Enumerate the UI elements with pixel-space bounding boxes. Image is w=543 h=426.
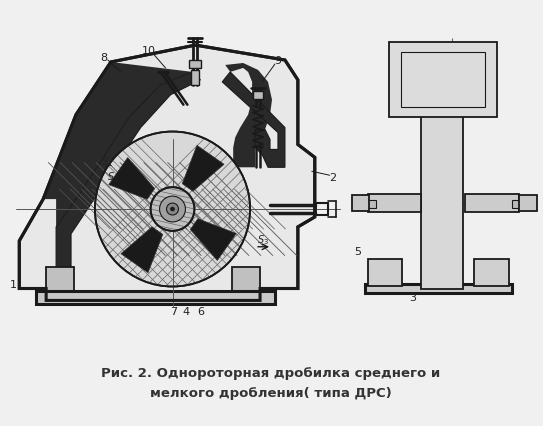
Bar <box>192 71 199 86</box>
Text: 6: 6 <box>197 307 204 317</box>
Bar <box>389 43 497 117</box>
Bar <box>512 201 523 209</box>
Polygon shape <box>43 63 192 227</box>
Bar <box>351 196 369 212</box>
Bar <box>474 259 509 286</box>
Text: 10: 10 <box>142 46 156 56</box>
Bar <box>36 292 275 305</box>
Circle shape <box>171 207 174 212</box>
Polygon shape <box>222 73 285 168</box>
Bar <box>519 196 536 212</box>
Bar <box>232 267 260 292</box>
Bar <box>421 83 463 289</box>
Polygon shape <box>20 46 315 301</box>
Text: 8: 8 <box>100 53 108 63</box>
Circle shape <box>160 197 186 222</box>
Text: 3: 3 <box>409 293 416 303</box>
Polygon shape <box>121 227 163 273</box>
Polygon shape <box>109 158 155 200</box>
Bar <box>46 267 74 292</box>
Text: 2: 2 <box>329 173 336 183</box>
Circle shape <box>150 188 194 231</box>
Text: 1: 1 <box>10 279 17 289</box>
Text: мелкого дробления( типа ДРС): мелкого дробления( типа ДРС) <box>150 386 392 400</box>
Bar <box>465 195 519 213</box>
Text: 7: 7 <box>170 307 177 317</box>
Polygon shape <box>182 146 224 192</box>
Polygon shape <box>56 73 200 289</box>
Polygon shape <box>191 219 236 261</box>
Bar <box>253 92 263 100</box>
Circle shape <box>167 204 179 216</box>
Circle shape <box>95 132 250 287</box>
Text: 9: 9 <box>274 56 281 66</box>
Bar <box>401 53 485 107</box>
Polygon shape <box>225 64 272 168</box>
Circle shape <box>151 189 193 230</box>
Text: $S_1$: $S_1$ <box>107 170 118 184</box>
Text: $S_1$: $S_1$ <box>101 155 113 169</box>
Bar <box>368 259 402 286</box>
Text: 4: 4 <box>183 307 190 317</box>
Text: 5: 5 <box>355 246 362 256</box>
Bar <box>368 195 421 213</box>
Bar <box>364 201 376 209</box>
Bar <box>364 284 512 294</box>
Text: $S_3$: $S_3$ <box>257 232 269 246</box>
Circle shape <box>96 133 249 286</box>
Bar <box>190 61 201 69</box>
Text: Рис. 2. Однороторная дробилка среднего и: Рис. 2. Однороторная дробилка среднего и <box>102 367 440 380</box>
